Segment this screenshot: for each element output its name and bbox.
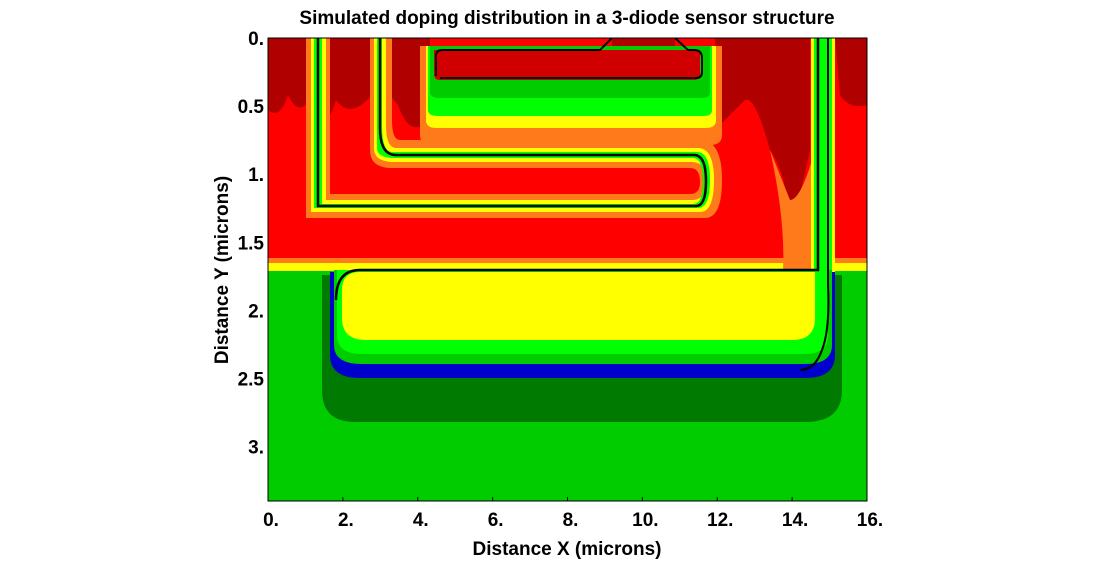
dark-red-column xyxy=(324,38,372,120)
x-tick-labels: 0. 2. 4. 6. 8. 10. 12. 14. 16. xyxy=(263,497,883,531)
buried-yellow-core xyxy=(342,272,815,340)
x-tick-label: 2. xyxy=(338,510,354,531)
x-tick-label: 4. xyxy=(413,510,429,531)
x-tick-label: 16. xyxy=(857,510,883,531)
y-tick-label: 3. xyxy=(248,438,264,459)
y-tick-label: 2.5 xyxy=(238,369,265,390)
pocket-red xyxy=(434,50,700,80)
y-tick-label: 0. xyxy=(248,29,264,50)
y-axis-label: Distance Y (microns) xyxy=(212,176,233,364)
plot-area xyxy=(268,38,867,501)
y-tick-labels: 0. 0.5 1. 1.5 2. 2.5 3. xyxy=(238,29,265,459)
x-tick-label: 10. xyxy=(632,510,658,531)
dark-red-column xyxy=(835,38,867,107)
right-junction-line xyxy=(799,38,830,371)
x-axis-label: Distance X (microns) xyxy=(473,539,662,560)
pocket-junction-line xyxy=(435,38,703,79)
y-tick-label: 0.5 xyxy=(238,97,265,118)
pocket-contact xyxy=(612,38,675,46)
right-junction-band xyxy=(814,38,832,273)
dark-red-column xyxy=(715,38,810,220)
snake-junction-line xyxy=(316,38,708,208)
x-tick-label: 12. xyxy=(707,510,733,531)
dark-red-column xyxy=(268,38,312,113)
dark-red-column xyxy=(384,38,430,128)
y-tick-label: 2. xyxy=(248,301,264,322)
x-tick-label: 6. xyxy=(488,510,504,531)
orange-plume xyxy=(770,150,812,300)
chart-title: Simulated doping distribution in a 3-dio… xyxy=(299,8,834,29)
x-tick-label: 14. xyxy=(782,510,808,531)
y-tick-label: 1. xyxy=(248,165,264,186)
x-tick-label: 0. xyxy=(263,510,279,531)
y-tick-label: 1.5 xyxy=(238,233,265,254)
x-tick-label: 8. xyxy=(563,510,579,531)
buried-junction-line xyxy=(334,38,820,301)
